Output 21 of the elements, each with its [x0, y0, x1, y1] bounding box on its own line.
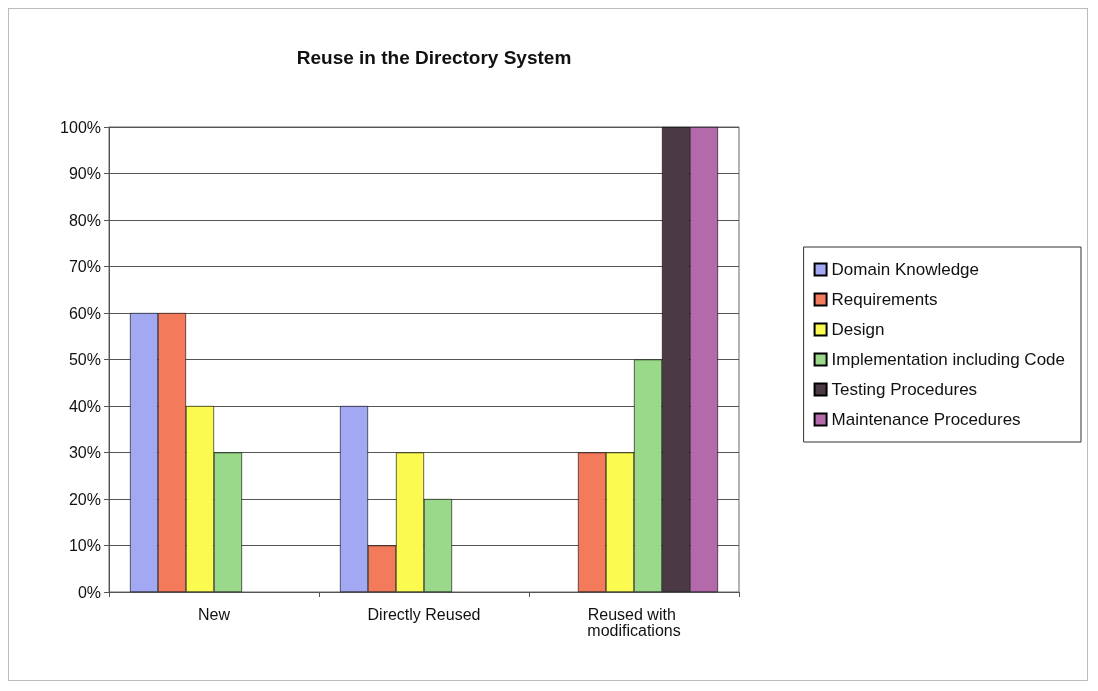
y-tick-label: 10%: [68, 537, 101, 554]
y-tick-label: 20%: [68, 490, 101, 508]
x-tick-label: Directly Reused: [367, 605, 481, 623]
y-tick-label: 30%: [68, 444, 101, 461]
legend-label: Testing Procedures: [831, 380, 978, 399]
x-tick-label: New: [197, 605, 231, 623]
legend-label: Implementation including Code: [831, 350, 1065, 369]
y-tick-label: 80%: [68, 211, 101, 229]
x-tick-label: Reused with modifications: [587, 605, 681, 639]
legend-label: Maintenance Procedures: [831, 410, 1021, 429]
legend-label: Domain Knowledge: [831, 260, 979, 279]
y-tick-label: 0%: [77, 583, 101, 601]
y-tick-label: 50%: [68, 351, 101, 368]
y-tick-label: 60%: [68, 304, 101, 322]
y-tick-label: 90%: [68, 165, 101, 182]
legend-label: Requirements: [831, 290, 938, 309]
y-tick-label: 40%: [68, 397, 101, 415]
chart-title: Reuse in the Directory System: [296, 47, 572, 68]
legend-label: Design: [831, 320, 885, 339]
y-tick-label: 70%: [68, 258, 101, 275]
y-tick-label: 100%: [60, 118, 101, 136]
